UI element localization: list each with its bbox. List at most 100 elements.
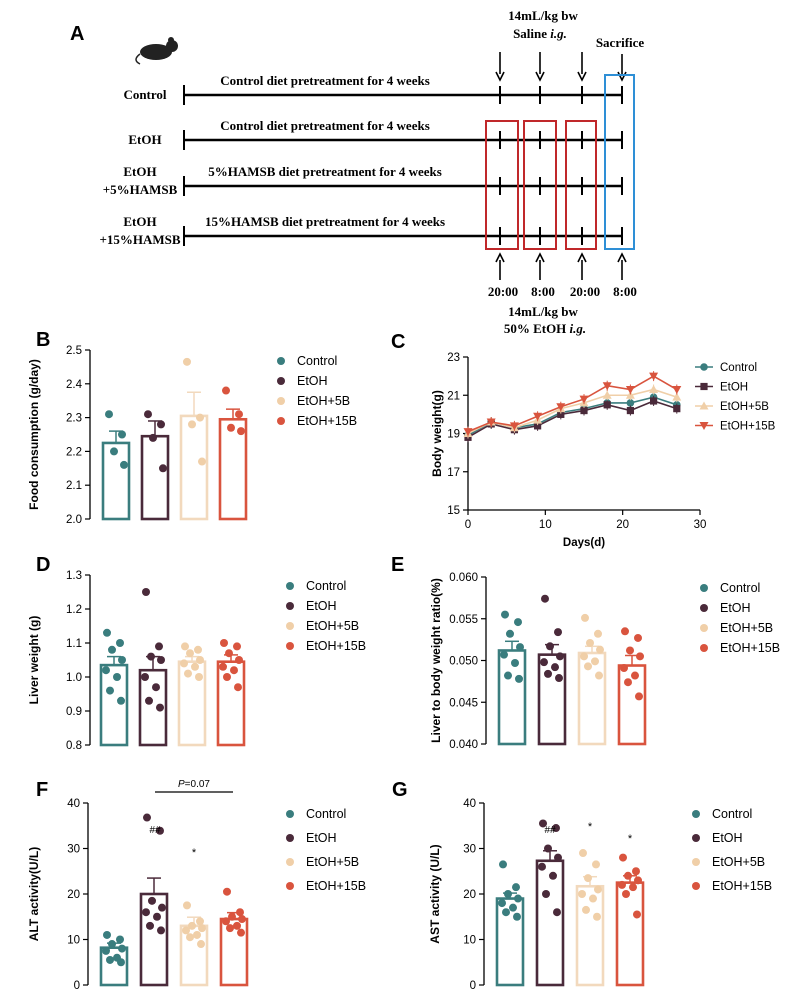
group-label: Control — [123, 87, 166, 102]
significance-label: * — [192, 847, 197, 859]
bar-etoh-5b — [575, 884, 605, 987]
legend-label: EtOH — [306, 831, 337, 845]
group-label-suffix: +15%HAMSB — [99, 232, 180, 247]
data-point — [110, 447, 118, 456]
data-point — [196, 917, 204, 926]
data-point — [596, 645, 604, 654]
y-axis-label: Liver to body weight ratio(%) — [429, 578, 443, 743]
y-tick-label: 2.4 — [66, 379, 83, 391]
gavage-arrow-2-head — [577, 252, 587, 263]
data-point — [105, 410, 113, 419]
data-point — [233, 642, 241, 651]
x-tick-label: 20 — [616, 519, 629, 531]
legend-marker — [692, 882, 700, 890]
data-point — [223, 673, 231, 681]
data-point — [116, 935, 124, 944]
bar-etoh-15b — [218, 417, 248, 521]
data-point — [228, 912, 236, 921]
legend-label: EtOH — [720, 382, 748, 394]
bar-etoh-15b — [216, 660, 246, 747]
data-point — [624, 678, 632, 687]
data-point — [180, 659, 188, 668]
data-point — [225, 649, 233, 658]
data-point — [146, 921, 154, 930]
data-point — [541, 594, 549, 603]
data-point — [625, 386, 635, 395]
y-tick-label: 0.040 — [449, 739, 478, 751]
data-point — [108, 645, 116, 654]
legend-marker — [286, 858, 294, 866]
panel-letter-d: D — [36, 554, 50, 576]
y-tick-label: 23 — [447, 352, 460, 364]
legend-marker — [700, 644, 708, 652]
data-point — [118, 430, 126, 439]
data-point — [102, 946, 110, 955]
data-point — [634, 876, 642, 885]
data-point — [579, 849, 587, 858]
top-route-label: Saline i.g. — [513, 26, 567, 41]
data-point — [581, 613, 589, 622]
data-point — [108, 940, 116, 949]
bar-etoh — [140, 434, 170, 521]
data-point — [226, 924, 234, 933]
y-tick-label: 0 — [470, 980, 476, 992]
legend-marker — [700, 584, 708, 592]
sacrifice-label: Sacrifice — [596, 35, 645, 50]
data-point — [555, 674, 563, 683]
data-point — [147, 652, 155, 661]
mouse-tail — [135, 53, 141, 65]
legend-label: EtOH+15B — [306, 879, 366, 893]
data-point — [197, 940, 205, 949]
data-point — [634, 633, 642, 642]
data-point — [188, 420, 196, 429]
data-point — [113, 673, 121, 681]
data-point — [672, 386, 682, 395]
data-point — [632, 867, 640, 876]
data-point — [502, 908, 510, 917]
bottom-dose-label: 14mL/kg bw — [508, 304, 578, 319]
data-point — [673, 405, 681, 413]
comparison-p-value: P=0.07 — [178, 779, 210, 790]
mouse-ear — [168, 37, 174, 43]
bottom-route-italic: i.g. — [570, 321, 587, 336]
data-point — [539, 819, 547, 828]
data-point — [230, 666, 238, 675]
data-point — [621, 627, 629, 636]
data-point — [509, 903, 517, 912]
data-point — [626, 399, 635, 407]
significance-label: ## — [149, 825, 161, 836]
data-point — [516, 643, 524, 652]
significance-label: * — [628, 833, 633, 845]
y-tick-label: 17 — [447, 467, 460, 479]
data-point — [143, 813, 151, 822]
y-tick-label: 20 — [463, 889, 476, 901]
data-point — [220, 639, 228, 647]
data-point — [511, 659, 519, 668]
p-value: =0.07 — [185, 779, 211, 790]
data-point — [198, 924, 206, 933]
data-point — [594, 885, 602, 894]
data-point — [183, 357, 191, 366]
y-tick-label: 2.0 — [66, 514, 82, 526]
legend-label: EtOH+15B — [720, 641, 780, 655]
data-point — [509, 422, 519, 431]
data-point — [593, 912, 601, 921]
data-point — [106, 955, 114, 964]
legend-marker — [286, 642, 294, 650]
bar-etoh-15b — [219, 917, 249, 987]
timeline-row: EtOH +15%HAMSB 15%HAMSB diet pretreatment … — [99, 214, 623, 247]
legend-marker — [700, 624, 708, 632]
data-point — [191, 662, 199, 671]
data-point — [156, 703, 164, 712]
data-point — [580, 406, 588, 415]
y-axis-label: Body weight(g) — [430, 390, 444, 477]
y-tick-label: 10 — [67, 935, 80, 947]
data-point — [594, 629, 602, 638]
data-point — [515, 674, 523, 683]
mouse-body — [140, 44, 172, 60]
top-route-text: Saline — [513, 26, 550, 41]
group-description: 15%HAMSB diet pretreatment for 4 weeks — [205, 214, 445, 229]
data-point — [236, 908, 244, 917]
data-point — [188, 921, 196, 930]
data-point — [238, 915, 246, 924]
